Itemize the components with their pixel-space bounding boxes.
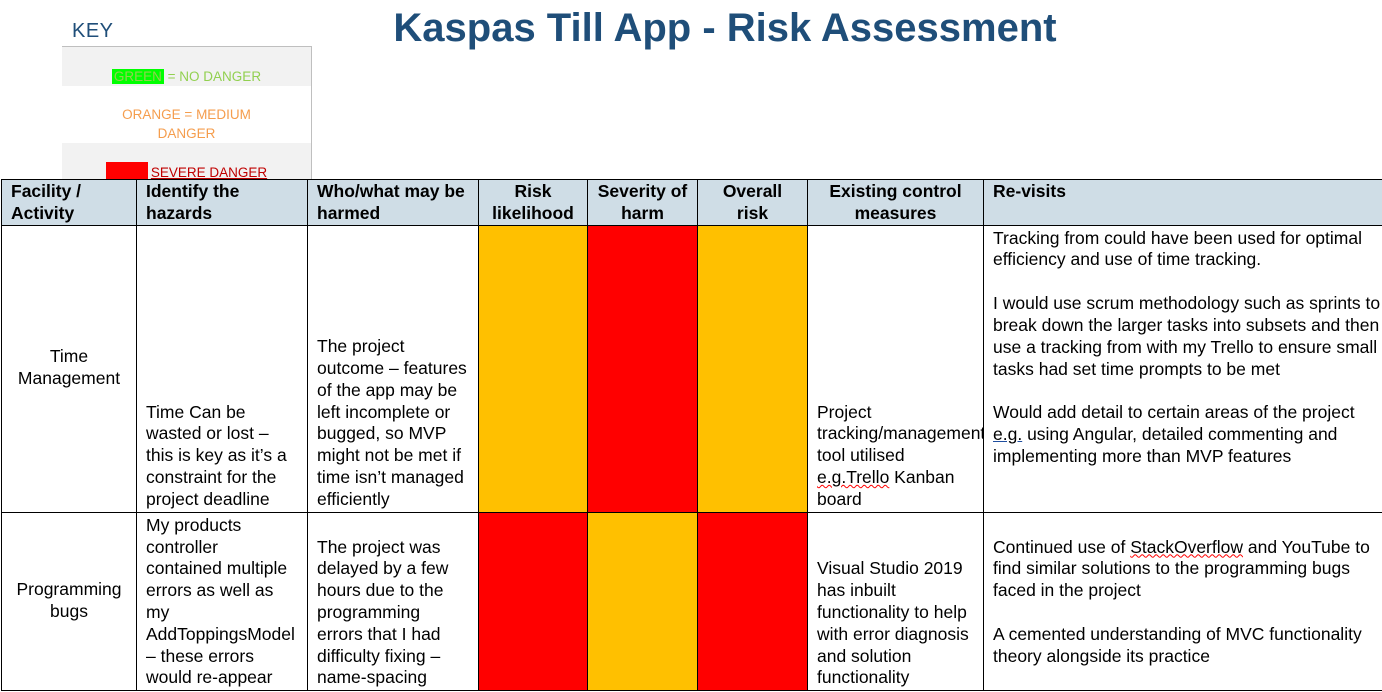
revisit-paragraph: A cemented understanding of MVC function…	[993, 624, 1382, 668]
table-row: Programming bugs My products controller …	[2, 512, 1382, 691]
risk-assessment-table: Facility / Activity Identify the hazards…	[1, 179, 1382, 691]
header-facility-activity: Facility / Activity	[2, 180, 137, 226]
table-row: Time Management Time Can be wasted or lo…	[2, 225, 1382, 512]
table-header-row: Facility / Activity Identify the hazards…	[2, 180, 1382, 226]
header-risk-likelihood: Risk likelihood	[479, 180, 588, 226]
key-title: KEY	[72, 20, 114, 43]
revisits-cell: Continued use of StackOverflow and YouTu…	[984, 512, 1382, 691]
key-red-row: SEVERE DANGER	[62, 143, 311, 181]
key-orange-row: ORANGE = MEDIUM DANGER	[62, 105, 311, 143]
key-green-row: GREEN = NO DANGER	[62, 47, 311, 86]
overall-risk-cell	[698, 225, 808, 512]
key-orange-label: ORANGE = MEDIUM DANGER	[112, 105, 262, 143]
severity-of-harm-cell	[588, 225, 698, 512]
activity-cell: Time Management	[2, 225, 137, 512]
activity-cell: Programming bugs	[2, 512, 137, 691]
revisits-cell: Tracking from could have been used for o…	[984, 225, 1382, 512]
revisit-paragraph: Would add detail to certain areas of the…	[993, 402, 1382, 467]
header-revisits: Re-visits	[984, 180, 1382, 226]
controls-text-b: e.g.Trello	[817, 467, 889, 487]
harmed-cell: The project was delayed by a few hours d…	[308, 512, 479, 691]
header-existing-controls: Existing control measures	[808, 180, 984, 226]
key-legend: GREEN = NO DANGER ORANGE = MEDIUM DANGER…	[62, 46, 312, 181]
controls-cell: Visual Studio 2019 has inbuilt functiona…	[808, 512, 984, 691]
revisit-paragraph: Tracking from could have been used for o…	[993, 228, 1382, 272]
header-overall-risk: Overall risk	[698, 180, 808, 226]
key-red-label: SEVERE DANGER	[151, 165, 267, 180]
hazards-cell: My products controller contained multipl…	[137, 512, 308, 691]
controls-cell: Project tracking/management tool utilise…	[808, 225, 984, 512]
controls-text-a: Project tracking/management tool utilise…	[817, 402, 984, 466]
severity-of-harm-cell	[588, 512, 698, 691]
harmed-cell: The project outcome – features of the ap…	[308, 225, 479, 512]
revisit-paragraph: Continued use of StackOverflow and YouTu…	[993, 537, 1382, 602]
header-who-harmed: Who/what may be harmed	[308, 180, 479, 226]
hazards-cell: Time Can be wasted or lost – this is key…	[137, 225, 308, 512]
overall-risk-cell	[698, 512, 808, 691]
key-green-swatch: GREEN	[112, 69, 164, 84]
risk-likelihood-cell	[479, 512, 588, 691]
harmed-text: The project was delayed by a few hours d…	[317, 537, 448, 688]
page-title: Kaspas Till App - Risk Assessment	[310, 6, 1140, 51]
risk-likelihood-cell	[479, 225, 588, 512]
header-severity-of-harm: Severity of harm	[588, 180, 698, 226]
key-green-label: = NO DANGER	[164, 69, 261, 84]
header-identify-hazards: Identify the hazards	[137, 180, 308, 226]
revisit-paragraph: I would use scrum methodology such as sp…	[993, 293, 1382, 380]
